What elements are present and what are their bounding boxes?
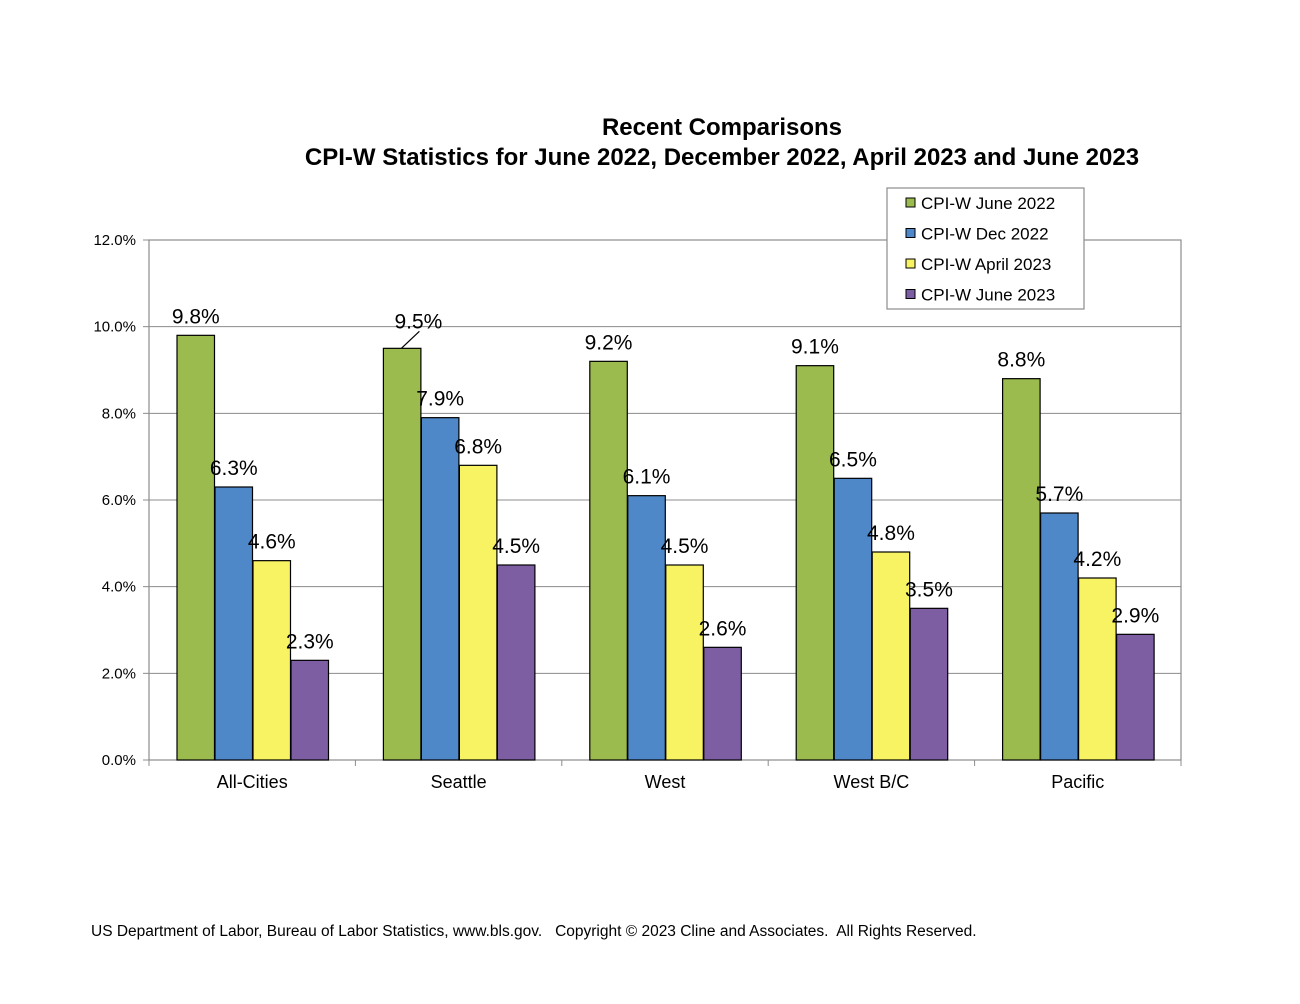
bar	[1115, 633, 1155, 761]
data-label: 6.3%	[210, 457, 258, 480]
label-leader	[400, 330, 420, 349]
legend-swatch	[905, 228, 916, 238]
data-label: 4.8%	[867, 522, 915, 545]
x-tick-label: Pacific	[1051, 772, 1104, 792]
data-label: 7.9%	[416, 388, 464, 411]
y-tick-label: 2.0%	[102, 665, 136, 682]
y-tick-label: 10.0%	[93, 319, 136, 336]
data-label: 4.5%	[661, 535, 709, 558]
legend-label: CPI-W April 2023	[921, 255, 1051, 274]
x-tick-label: All-Cities	[217, 772, 288, 792]
footer-text: US Department of Labor, Bureau of Labor …	[91, 923, 977, 940]
bar	[703, 646, 742, 761]
legend: CPI-W June 2022 CPI-W Dec 2022 CPI-W April…	[886, 187, 1085, 310]
data-label: 2.6%	[699, 617, 747, 640]
bar	[627, 495, 666, 761]
data-label: 9.1%	[791, 336, 839, 359]
y-tick-label: 8.0%	[102, 405, 136, 422]
legend-swatch	[905, 289, 916, 299]
data-label: 6.8%	[454, 435, 502, 458]
data-label: 9.5%	[394, 310, 442, 333]
chart-title: Recent Comparisons	[602, 114, 842, 141]
data-label: 9.2%	[585, 331, 633, 354]
data-label: 6.5%	[829, 448, 877, 471]
y-tick-label: 12.0%	[93, 232, 136, 249]
bar	[420, 417, 460, 761]
bar	[665, 564, 704, 761]
data-label: 4.2%	[1073, 548, 1121, 571]
data-label: 5.7%	[1035, 483, 1083, 506]
data-label: 8.8%	[997, 349, 1045, 372]
bar	[252, 560, 292, 761]
data-label: 4.6%	[248, 531, 296, 554]
data-label: 9.8%	[172, 305, 220, 328]
x-tick-label: West B/C	[834, 772, 910, 792]
legend-swatch	[905, 258, 916, 269]
bar	[909, 607, 949, 761]
data-label: 4.5%	[492, 535, 540, 558]
data-label: 6.1%	[623, 466, 671, 489]
bar	[382, 347, 422, 761]
bar	[176, 334, 216, 761]
legend-label: CPI-W Dec 2022	[921, 225, 1049, 244]
bar	[833, 477, 873, 761]
chart-subtitle: CPI-W Statistics for June 2022, December…	[305, 144, 1139, 171]
bar	[1001, 378, 1041, 761]
bar	[871, 551, 911, 761]
bar	[1077, 577, 1117, 761]
y-tick-label: 6.0%	[102, 492, 136, 509]
bar	[795, 365, 835, 761]
data-label: 2.3%	[286, 630, 334, 653]
bar	[496, 564, 536, 761]
bar	[290, 659, 330, 761]
data-label: 2.9%	[1111, 604, 1159, 627]
data-label: 3.5%	[905, 578, 953, 601]
legend-box	[886, 187, 1085, 310]
x-tick-label: Seattle	[431, 772, 487, 792]
bar	[589, 360, 628, 761]
y-tick-label: 4.0%	[102, 579, 136, 596]
plot-area: 0.0% 2.0% 4.0% 6.0% 8.0% 10.0% 12.0% All-Cities…	[93, 232, 1182, 792]
bar	[214, 486, 254, 761]
x-tick-label: West	[645, 772, 686, 792]
legend-label: CPI-W June 2023	[921, 286, 1055, 305]
legend-swatch	[905, 197, 916, 208]
y-tick-label: 0.0%	[102, 752, 136, 769]
bar	[458, 464, 498, 761]
legend-label: CPI-W June 2022	[921, 194, 1055, 213]
